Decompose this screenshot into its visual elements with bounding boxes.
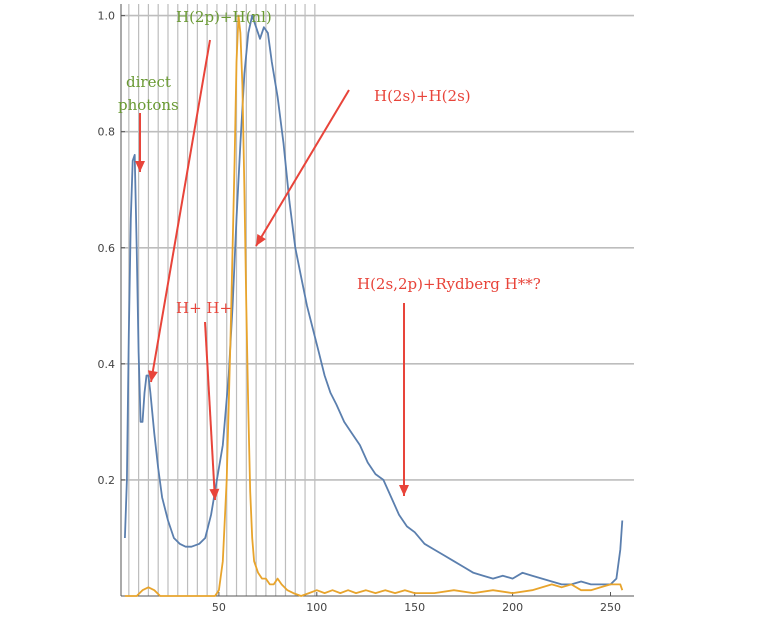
annotation-rydberg: H(2s,2p)+Rydberg H**? <box>357 275 541 293</box>
arrow-hplus-hplus <box>204 321 216 501</box>
y-tick-label: 1.0 <box>98 10 116 23</box>
y-tick-label: 0.8 <box>98 126 116 139</box>
annotation-arrows <box>135 39 409 501</box>
arrow-rydberg-head <box>399 485 409 496</box>
arrow-h2s-h2s <box>255 89 350 247</box>
x-tick-label: 200 <box>502 601 523 614</box>
y-tick-label: 0.2 <box>98 474 116 487</box>
x-tick-label: 150 <box>404 601 425 614</box>
arrow-direct-photons-head <box>135 161 145 172</box>
series-line-blue <box>124 14 624 586</box>
arrow-h2s-h2s-head <box>256 233 266 246</box>
x-tick-label: 50 <box>212 601 226 614</box>
arrow-h2p-hnl-head <box>147 370 158 382</box>
series-group <box>124 14 624 597</box>
annotation-h2p-hnl: H(2p)+H(nl) <box>176 8 272 26</box>
arrow-h2p-hnl <box>150 39 211 383</box>
annotation-direct: direct <box>126 73 171 91</box>
x-tick-label: 100 <box>306 601 327 614</box>
arrow-hplus-hplus-head <box>209 488 220 500</box>
y-tick-label: 0.6 <box>98 242 116 255</box>
annotations: H(2p)+H(nl) direct photons H(2s)+H(2s) H… <box>118 8 541 317</box>
y-tick-label: 0.4 <box>98 358 116 371</box>
annotation-hplus-hplus: H+ H+ <box>176 299 232 317</box>
annotation-h2s-h2s: H(2s)+H(2s) <box>374 87 471 105</box>
x-tick-label: 250 <box>600 601 621 614</box>
tick-labels: 0.2 0.4 0.6 0.8 1.0 50 100 150 200 250 <box>98 10 622 614</box>
annotation-photons: photons <box>118 96 179 114</box>
series-line-orange <box>124 14 624 597</box>
